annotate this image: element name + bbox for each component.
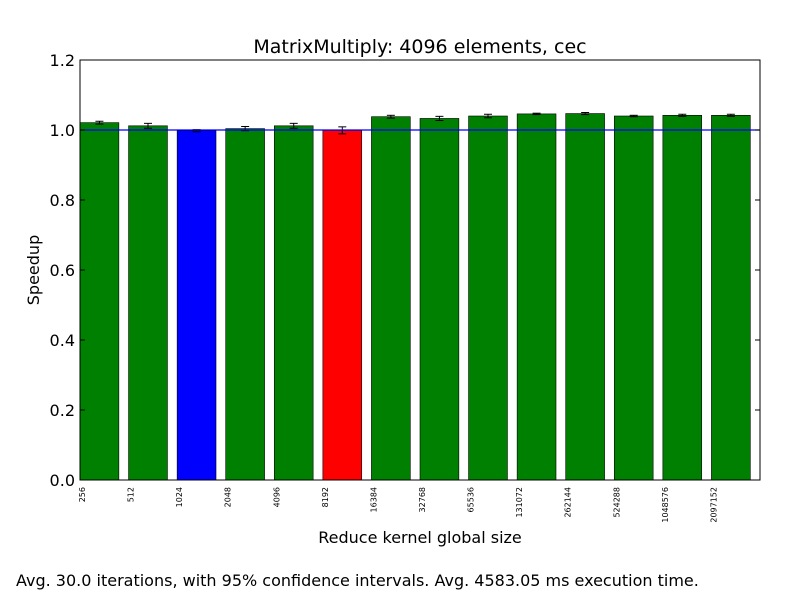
x-axis-label: Reduce kernel global size	[318, 528, 522, 547]
bar-512	[128, 125, 168, 481]
x-tick-label: 32768	[418, 487, 427, 512]
bar-8192	[322, 130, 363, 481]
plot-frame	[79, 59, 761, 481]
error-bar-16384	[386, 114, 395, 119]
x-tick-label: 16384	[369, 487, 378, 512]
x-tick-label: 65536	[467, 487, 476, 512]
x-tick-label: 2048	[224, 487, 233, 507]
error-bar-131072	[532, 112, 541, 116]
error-bar-1048576	[678, 113, 687, 117]
y-tick-label: 0.4	[50, 331, 75, 350]
error-bar-65536	[484, 113, 492, 119]
y-axis-label: Speedup	[24, 235, 43, 305]
bar-131072	[516, 113, 557, 481]
error-bars-group	[95, 112, 735, 135]
x-tick-label: 1024	[175, 487, 184, 507]
bar-16384	[371, 116, 411, 481]
x-tick-label: 524288	[612, 487, 621, 518]
y-tick-label: 1.2	[50, 51, 75, 70]
bar-256	[79, 122, 120, 481]
y-tick-label: 0.2	[50, 401, 75, 420]
bar-1024	[176, 130, 217, 481]
x-tick-label: 262144	[564, 487, 573, 518]
x-tick-label: 256	[78, 487, 87, 502]
error-bar-262144	[581, 112, 590, 116]
y-tick-label: 0.6	[50, 261, 75, 280]
x-tick-label: 1048576	[661, 487, 670, 523]
y-tick-label: 0.8	[50, 191, 75, 210]
error-bar-512	[144, 122, 152, 129]
bars-group	[79, 113, 751, 481]
bar-65536	[468, 115, 508, 481]
bar-1048576	[662, 115, 703, 481]
error-bar-4096	[289, 122, 298, 129]
error-bar-524288	[629, 114, 638, 118]
bar-chart: MatrixMultiply: 4096 elements, cec 0.00.…	[24, 36, 761, 547]
bar-4096	[273, 125, 314, 481]
y-tick-label: 0.0	[50, 471, 75, 490]
bar-2048	[225, 128, 265, 481]
x-axis-ticks: 256 512 1024 2048 4096 8192 16384 32768 65536 131…	[78, 487, 718, 523]
x-tick-label: 8192	[321, 487, 330, 507]
bar-524288	[613, 115, 654, 481]
y-tick-label: 1.0	[50, 121, 75, 140]
x-tick-label: 4096	[272, 487, 281, 507]
error-bar-256	[95, 120, 104, 125]
bar-32768	[419, 118, 460, 481]
y-axis-ticks: 0.0 0.2 0.4 0.6 0.8 1.0 1.2	[50, 51, 760, 490]
footnote-text: Avg. 30.0 iterations, with 95% confidenc…	[16, 571, 699, 590]
error-bar-32768	[435, 115, 444, 122]
bar-2097152	[711, 115, 751, 481]
x-tick-label: 512	[127, 487, 136, 502]
chart-title: MatrixMultiply: 4096 elements, cec	[253, 36, 586, 58]
x-tick-label: 131072	[515, 487, 524, 518]
bar-262144	[565, 113, 605, 481]
x-tick-label: 2097152	[709, 487, 718, 523]
error-bar-2097152	[726, 113, 735, 117]
